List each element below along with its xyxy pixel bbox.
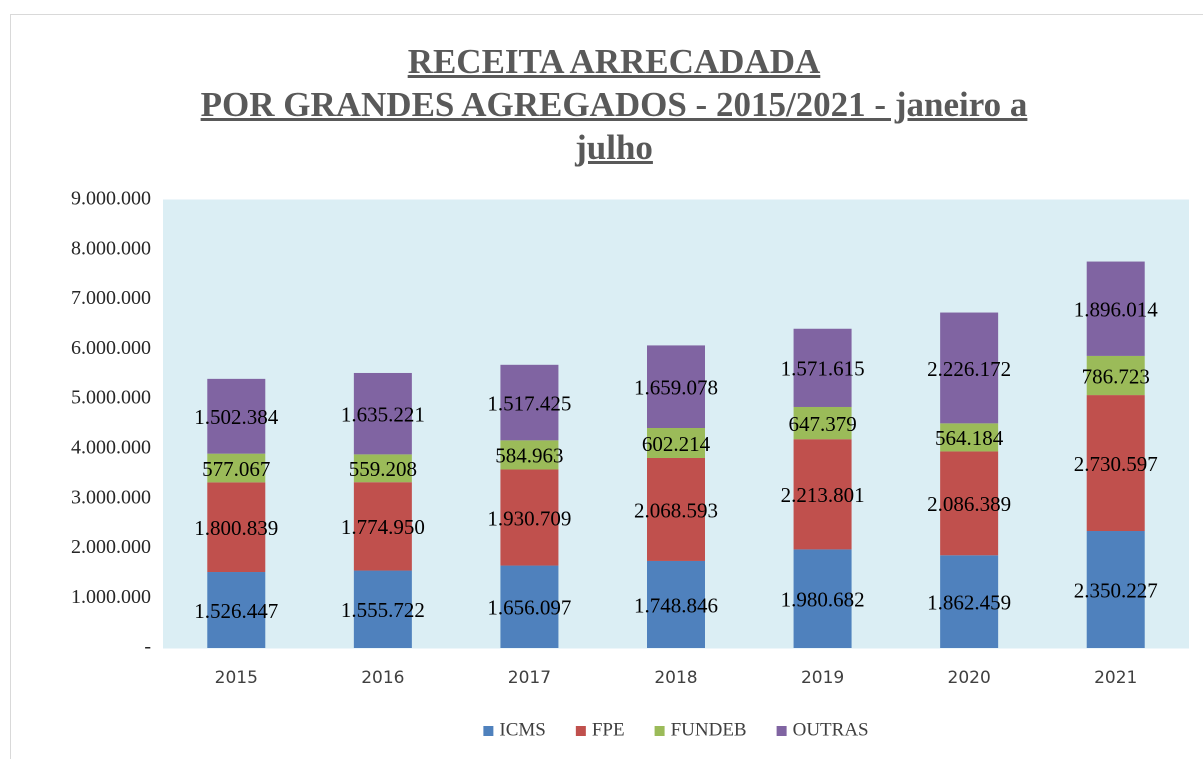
data-label: 1.555.722 (341, 598, 425, 622)
chart-frame (10, 14, 1203, 759)
data-label: 1.862.459 (927, 590, 1011, 614)
data-label: 2.086.389 (927, 492, 1011, 516)
bar-segment (793, 406, 852, 440)
legend-label: FPE (592, 719, 625, 740)
bar-segment (1086, 355, 1145, 396)
bar-segment (1086, 395, 1145, 532)
bar-segment (793, 439, 852, 550)
data-label: 1.800.839 (194, 516, 278, 540)
bar-segment (353, 570, 412, 648)
y-tick-label: 6.000.000 (71, 337, 151, 359)
y-tick-label: - (144, 636, 151, 658)
data-label: 602.214 (642, 432, 711, 456)
y-tick-label: 8.000.000 (71, 237, 151, 259)
bar-segment (647, 457, 705, 561)
chart-title: RECEITA ARRECADADA (407, 42, 821, 81)
bar-segment (353, 372, 412, 455)
data-label: 1.526.447 (194, 599, 278, 623)
data-label: 2.068.593 (634, 498, 718, 522)
bar-segment (940, 312, 999, 424)
bar-segment (500, 469, 559, 566)
bar-segment (207, 453, 266, 483)
x-tick-label: 2020 (948, 668, 991, 688)
bar-segment (500, 565, 559, 648)
y-tick-label: 3.000.000 (71, 486, 151, 508)
data-label: 2.226.172 (927, 357, 1011, 381)
bar-segment (793, 328, 852, 407)
bar-segment (940, 451, 999, 556)
data-label: 2.730.597 (1074, 452, 1158, 476)
y-tick-label: 2.000.000 (71, 536, 151, 558)
bar-segment (500, 364, 559, 441)
bar-segment (1086, 261, 1145, 356)
data-label: 1.748.846 (634, 593, 718, 617)
bar-segment (940, 423, 999, 452)
x-tick-label: 2015 (215, 668, 258, 688)
data-label: 564.184 (935, 426, 1004, 450)
legend-label: FUNDEB (671, 719, 747, 740)
data-label: 1.571.615 (781, 357, 865, 381)
bar-segment (1086, 531, 1145, 648)
legend-swatch (575, 726, 586, 736)
y-tick-label: 9.000.000 (71, 188, 151, 210)
bar-segment (647, 427, 705, 458)
legend-swatch (776, 726, 787, 736)
bar-segment (940, 555, 999, 648)
data-label: 1.517.425 (487, 391, 571, 415)
bar-segment (207, 572, 266, 648)
data-label: 1.656.097 (487, 596, 571, 620)
legend-label: OUTRAS (793, 719, 869, 740)
bar-segment (353, 454, 412, 483)
data-label: 1.980.682 (781, 588, 865, 612)
data-label: 1.635.221 (341, 402, 425, 426)
x-tick-label: 2017 (508, 668, 551, 688)
legend-label: ICMS (499, 719, 545, 740)
chart-title: POR GRANDES AGREGADOS - 2015/2021 - jane… (200, 85, 1028, 167)
bar-segment (793, 549, 852, 648)
x-tick-label: 2019 (801, 668, 844, 688)
x-tick-label: 2016 (361, 668, 404, 688)
y-tick-label: 1.000.000 (71, 586, 151, 608)
bar-segment (500, 440, 559, 470)
legend-swatch (483, 726, 494, 736)
y-tick-label: 5.000.000 (71, 387, 151, 409)
bar-segment (647, 345, 705, 428)
bar-segment (207, 482, 266, 573)
x-tick-label: 2018 (654, 668, 697, 688)
data-label: 1.659.078 (634, 376, 718, 400)
data-label: 2.350.227 (1074, 578, 1158, 602)
bar-segment (353, 482, 412, 571)
y-tick-label: 4.000.000 (71, 436, 151, 458)
data-label: 2.213.801 (781, 483, 865, 507)
data-label: 647.379 (788, 412, 856, 436)
data-label: 1.502.384 (194, 405, 279, 429)
data-label: 786.723 (1082, 364, 1150, 388)
data-label: 559.208 (349, 457, 417, 481)
bar-segment (207, 378, 266, 454)
data-label: 584.963 (495, 444, 563, 468)
y-tick-label: 7.000.000 (71, 287, 151, 309)
data-label: 1.930.709 (487, 506, 571, 530)
legend-swatch (654, 726, 665, 736)
data-label: 1.896.014 (1074, 298, 1159, 322)
bar-segment (647, 560, 705, 648)
data-label: 577.067 (202, 457, 270, 481)
x-tick-label: 2021 (1094, 668, 1137, 688)
data-label: 1.774.950 (341, 515, 425, 539)
